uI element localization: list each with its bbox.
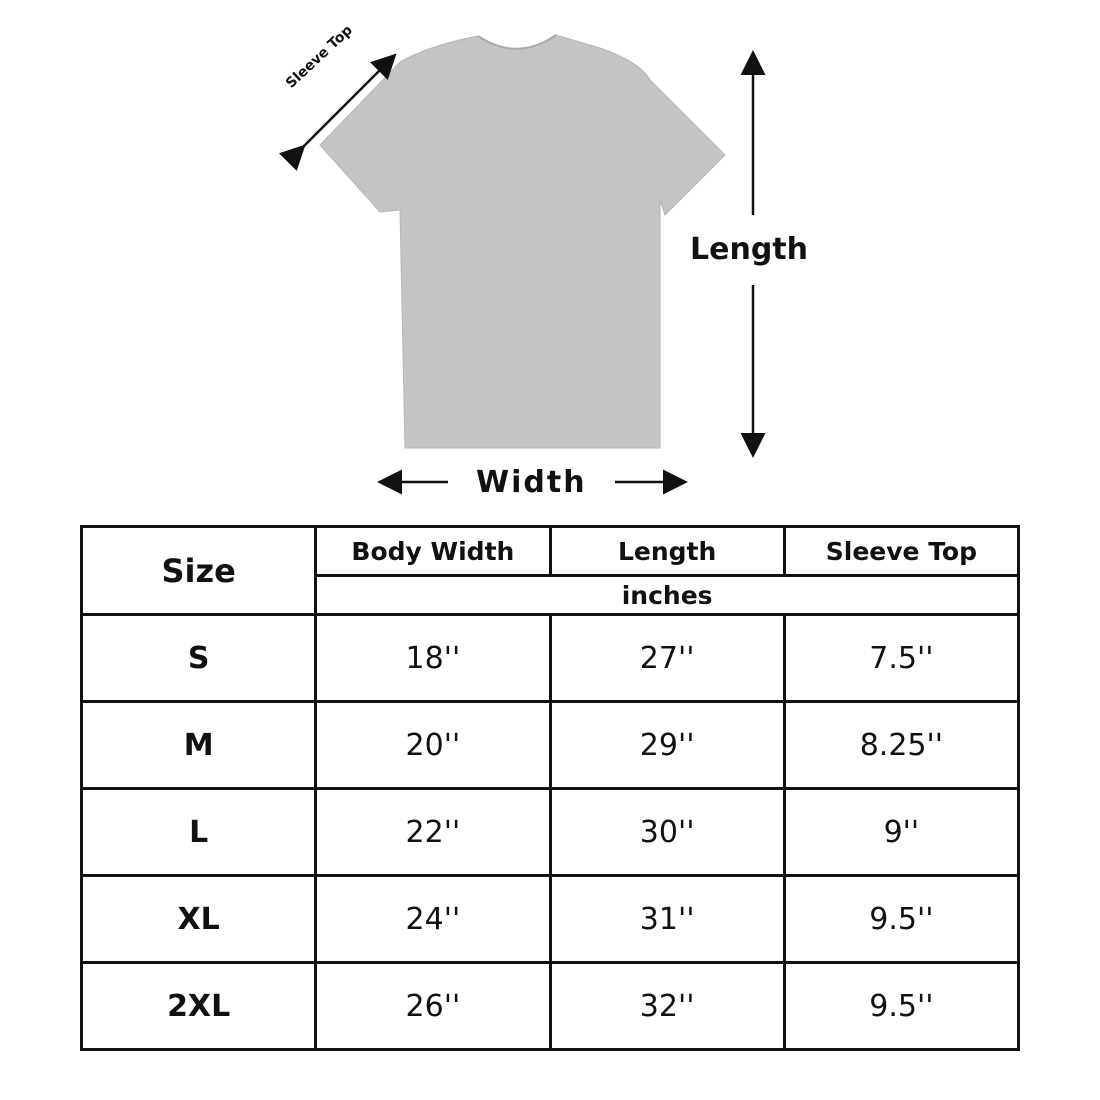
length-cell: 29'' [548,700,786,790]
size-cell: XL [79,874,318,964]
size-table: Size Body Width Length Sleeve Top inches… [79,525,1021,1051]
size-cell: S [79,613,318,703]
tshirt-diagram [279,34,766,495]
table-row: L 22'' 30'' 9'' [79,787,1021,877]
table-row: 2XL 26'' 32'' 9.5'' [79,961,1021,1051]
length-header: Length [548,525,786,577]
unit-label: inches [314,574,1020,616]
size-cell: M [79,700,318,790]
body-width-cell: 18'' [314,613,552,703]
sleeve-arrow [279,53,397,171]
table-row: M 20'' 29'' 8.25'' [79,700,1021,790]
sleeve-top-cell: 9.5'' [782,874,1021,964]
size-cell: L [79,787,318,877]
table-row: XL 24'' 31'' 9.5'' [79,874,1021,964]
width-label: Width [476,465,587,500]
header-row: Size Body Width Length Sleeve Top [79,525,1021,616]
sleeve-top-cell: 8.25'' [782,700,1021,790]
size-header: Size [79,525,318,616]
body-width-cell: 20'' [314,700,552,790]
body-width-header: Body Width [314,525,552,577]
size-cell: 2XL [79,961,318,1051]
length-cell: 27'' [548,613,786,703]
sleeve-top-cell: 7.5'' [782,613,1021,703]
length-label: Length [690,232,808,267]
sleeve-top-header: Sleeve Top [782,525,1021,577]
length-cell: 31'' [548,874,786,964]
body-width-cell: 26'' [314,961,552,1051]
tshirt-image [319,34,726,449]
sleeve-top-cell: 9'' [782,787,1021,877]
unit-row: inches [82,574,1020,616]
body-width-cell: 22'' [314,787,552,877]
table-row: S 18'' 27'' 7.5'' [79,613,1021,703]
length-cell: 30'' [548,787,786,877]
sleeve-top-cell: 9.5'' [782,961,1021,1051]
body-width-cell: 24'' [314,874,552,964]
length-cell: 32'' [548,961,786,1051]
